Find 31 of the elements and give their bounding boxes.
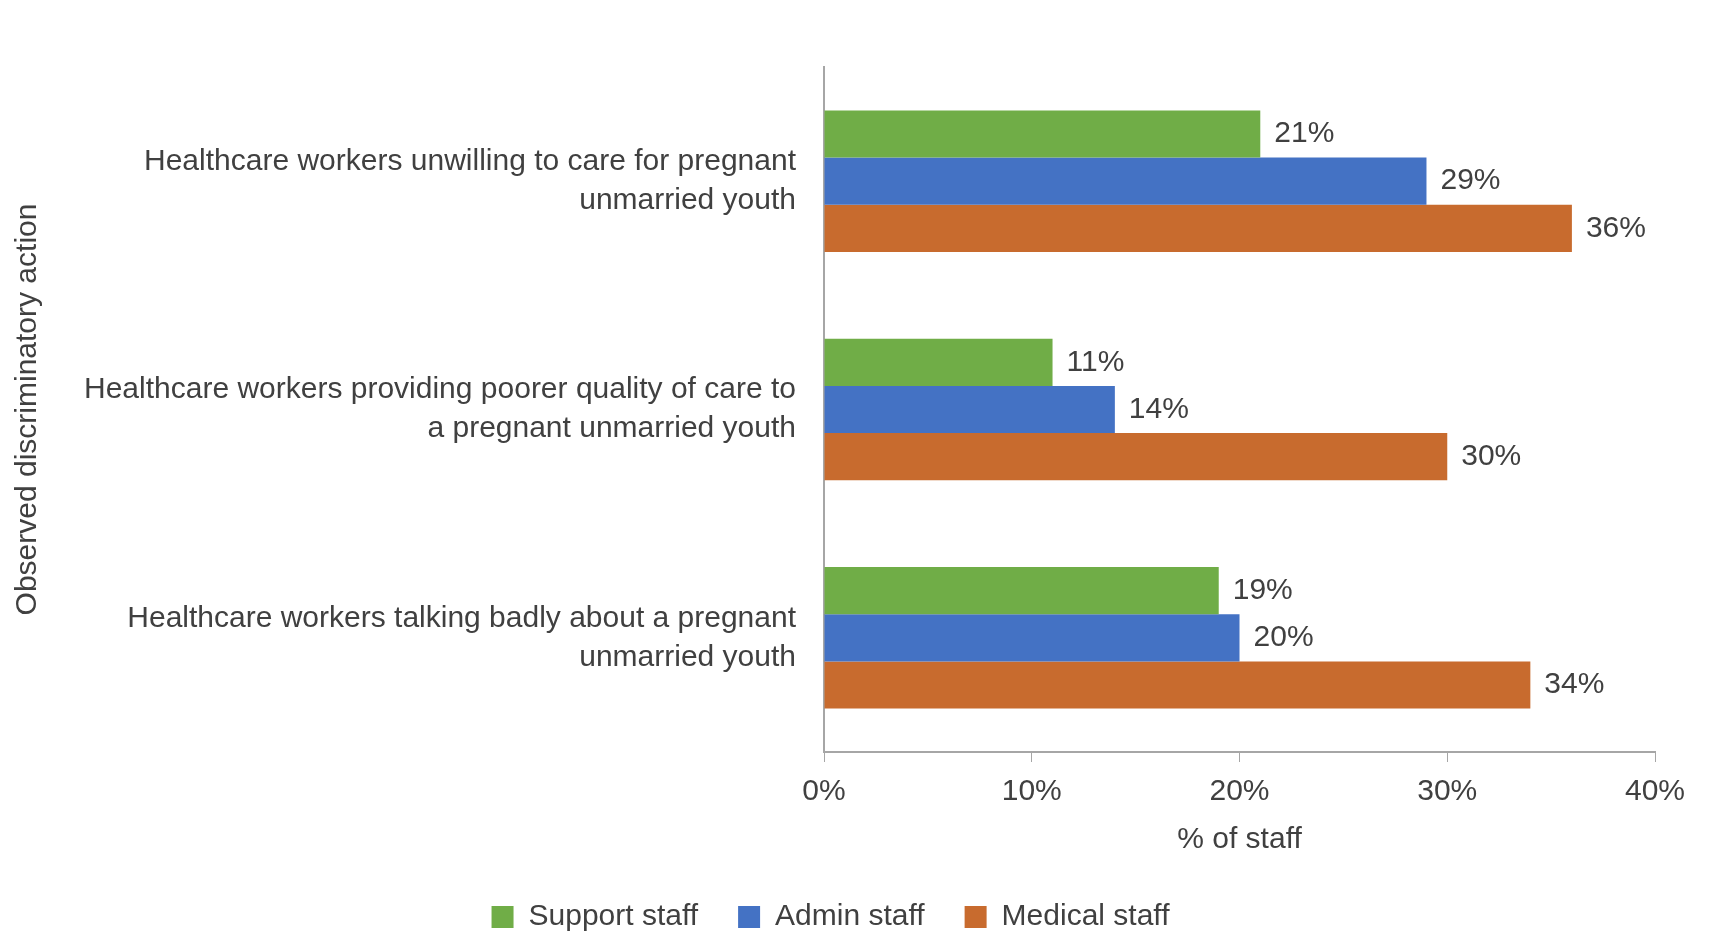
legend-label: Support staff [528, 898, 699, 932]
y-tick-label: Healthcare workers talking badly about a pregnant unmarried youth [127, 599, 797, 672]
bar [824, 110, 1261, 158]
bar [824, 204, 1572, 252]
y-tick-label: Healthcare workers unwilling to care for pregnant unmarried youth [144, 142, 797, 215]
bar [824, 433, 1448, 481]
data-label: 14% [1128, 390, 1189, 424]
legend-label: Admin staff [775, 898, 926, 932]
bar [824, 614, 1240, 662]
data-label: 19% [1232, 571, 1293, 605]
bar [824, 661, 1531, 709]
data-label: 20% [1253, 619, 1314, 653]
bar [824, 157, 1427, 205]
x-tick-label: 30% [1417, 773, 1478, 807]
x-tick-label: 0% [802, 773, 846, 807]
data-label: 34% [1544, 666, 1605, 700]
y-tick-label: Healthcare workers providing poorer quality of care to a pregnant unmarried youth [83, 371, 797, 444]
x-tick-label: 10% [1001, 773, 1062, 807]
data-label: 11% [1066, 343, 1125, 377]
y-axis-title: Observed discriminatory action [9, 203, 43, 616]
data-label: 30% [1461, 437, 1522, 471]
x-tick-label: 20% [1209, 773, 1270, 807]
data-label: 21% [1274, 115, 1335, 149]
bar [824, 567, 1219, 615]
bar [824, 385, 1115, 434]
data-label: 29% [1440, 162, 1501, 196]
x-axis-title: % of staff [1177, 821, 1303, 855]
data-label: 36% [1585, 209, 1646, 243]
x-tick-label: 40% [1624, 773, 1686, 807]
bar [824, 338, 1053, 386]
legend-label: Medical staff [1001, 898, 1171, 932]
